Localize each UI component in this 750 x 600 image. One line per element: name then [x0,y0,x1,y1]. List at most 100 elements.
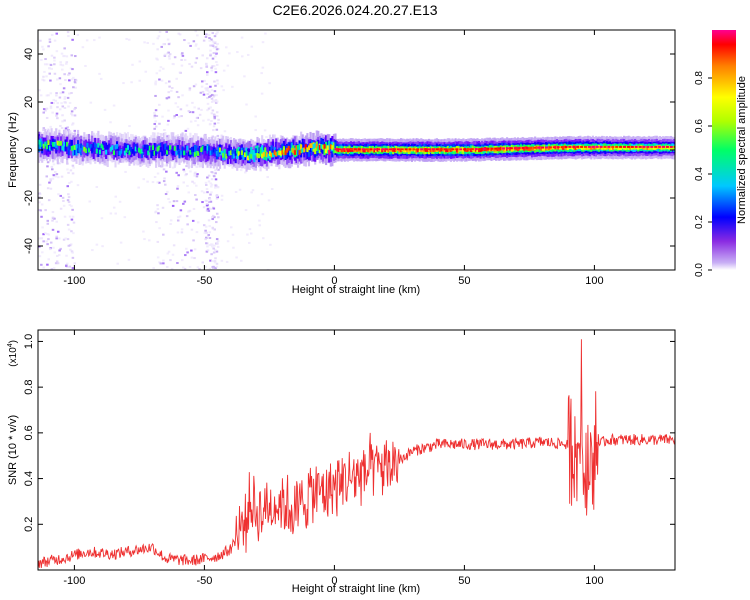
noise-speck [205,57,209,60]
noise-speck [153,114,157,117]
ridge-cell [94,142,97,148]
noise-speck [204,229,207,232]
noise-speck [209,193,212,196]
ridge-cell [144,144,147,150]
figure-title: C2E6.2026.024.20.27.E13 [272,2,438,18]
ridge-cell [304,144,307,149]
noise-speck [66,168,69,171]
ridge-cell [155,150,158,156]
ridge-cell [543,146,546,151]
ridge-peak [541,146,545,149]
noise-speck [188,265,192,268]
noise-speck [165,135,168,138]
noise-speck [184,174,187,177]
noise-speck [217,118,220,121]
noise-speck [210,66,213,69]
ridge-cell [504,147,507,152]
noise-speck [194,61,197,64]
ridge-cell [248,153,251,159]
ridge-peak [443,148,447,151]
ridge-peak [509,147,513,150]
colorbar-tick-label: 0.2 [694,215,705,229]
ridge-cell [173,146,176,151]
noise-speck [49,125,52,128]
ridge-cell [61,145,64,151]
ridge-cell [217,146,220,157]
ridge-peak [580,145,584,148]
ridge-cell [245,150,248,156]
noise-speck [198,113,202,116]
ridge-cell [66,141,69,147]
noise-speck [208,37,211,40]
noise-speck [178,33,182,36]
noise-speck [207,219,211,222]
noise-speck [211,226,214,229]
noise-speck [258,224,262,227]
ridge-cell [671,146,674,151]
noise-speck [118,200,122,203]
ridge-peak [564,146,568,149]
ridge-cell [83,140,86,151]
noise-speck [215,115,219,118]
ridge-cell [183,150,186,156]
ridge-cell [654,146,657,150]
noise-speck [183,39,186,42]
noise-speck [189,44,192,47]
noise-speck [217,168,220,171]
ridge-peak [392,148,396,151]
noise-speck [95,243,99,246]
ridge-cell [668,146,671,150]
noise-speck [53,56,56,59]
noise-speck [267,199,271,202]
ridge-cell [117,150,120,156]
noise-speck [66,126,70,129]
spectrogram-y-tick-label: 20 [23,96,35,108]
ridge-cell [256,153,259,158]
ridge-peak [658,145,662,148]
noise-speck [220,198,224,201]
noise-speck [201,261,205,264]
noise-speck [202,39,206,42]
ridge-cell [50,144,53,150]
noise-speck [260,92,264,95]
noise-speck [47,199,51,202]
noise-speck [138,79,141,82]
ridge-cell [275,151,278,157]
ridge-cell [114,147,117,158]
noise-speck [58,162,61,165]
noise-speck [188,63,191,66]
ridge-cell [128,150,131,156]
noise-speck [178,215,182,218]
ridge-cell [442,147,445,152]
ridge-peak [646,145,650,148]
noise-speck [48,248,52,251]
noise-speck [215,61,218,64]
noise-speck [196,124,200,127]
noise-speck [75,79,78,82]
ridge-peak [498,147,502,150]
ridge-cell [348,148,351,153]
noise-speck [213,175,216,178]
noise-speck [183,58,187,61]
noise-speck [142,230,145,233]
noise-speck [55,32,59,35]
noise-speck [62,87,66,90]
snr-y-tick-label: 0.6 [23,425,35,440]
ridge-cell [134,146,137,152]
noise-speck [55,92,58,95]
noise-speck [158,69,162,72]
noise-speck [196,266,200,269]
ridge-peak [373,148,377,151]
noise-speck [53,170,57,173]
noise-speck [161,206,165,209]
noise-speck [98,72,101,75]
ridge-cell [236,149,239,160]
noise-speck [236,51,239,54]
noise-speck [156,172,160,175]
noise-speck [204,199,208,202]
noise-speck [156,204,159,207]
noise-speck [72,166,75,169]
noise-speck [72,76,75,79]
ridge-cell [128,144,131,154]
noise-speck [154,83,157,86]
